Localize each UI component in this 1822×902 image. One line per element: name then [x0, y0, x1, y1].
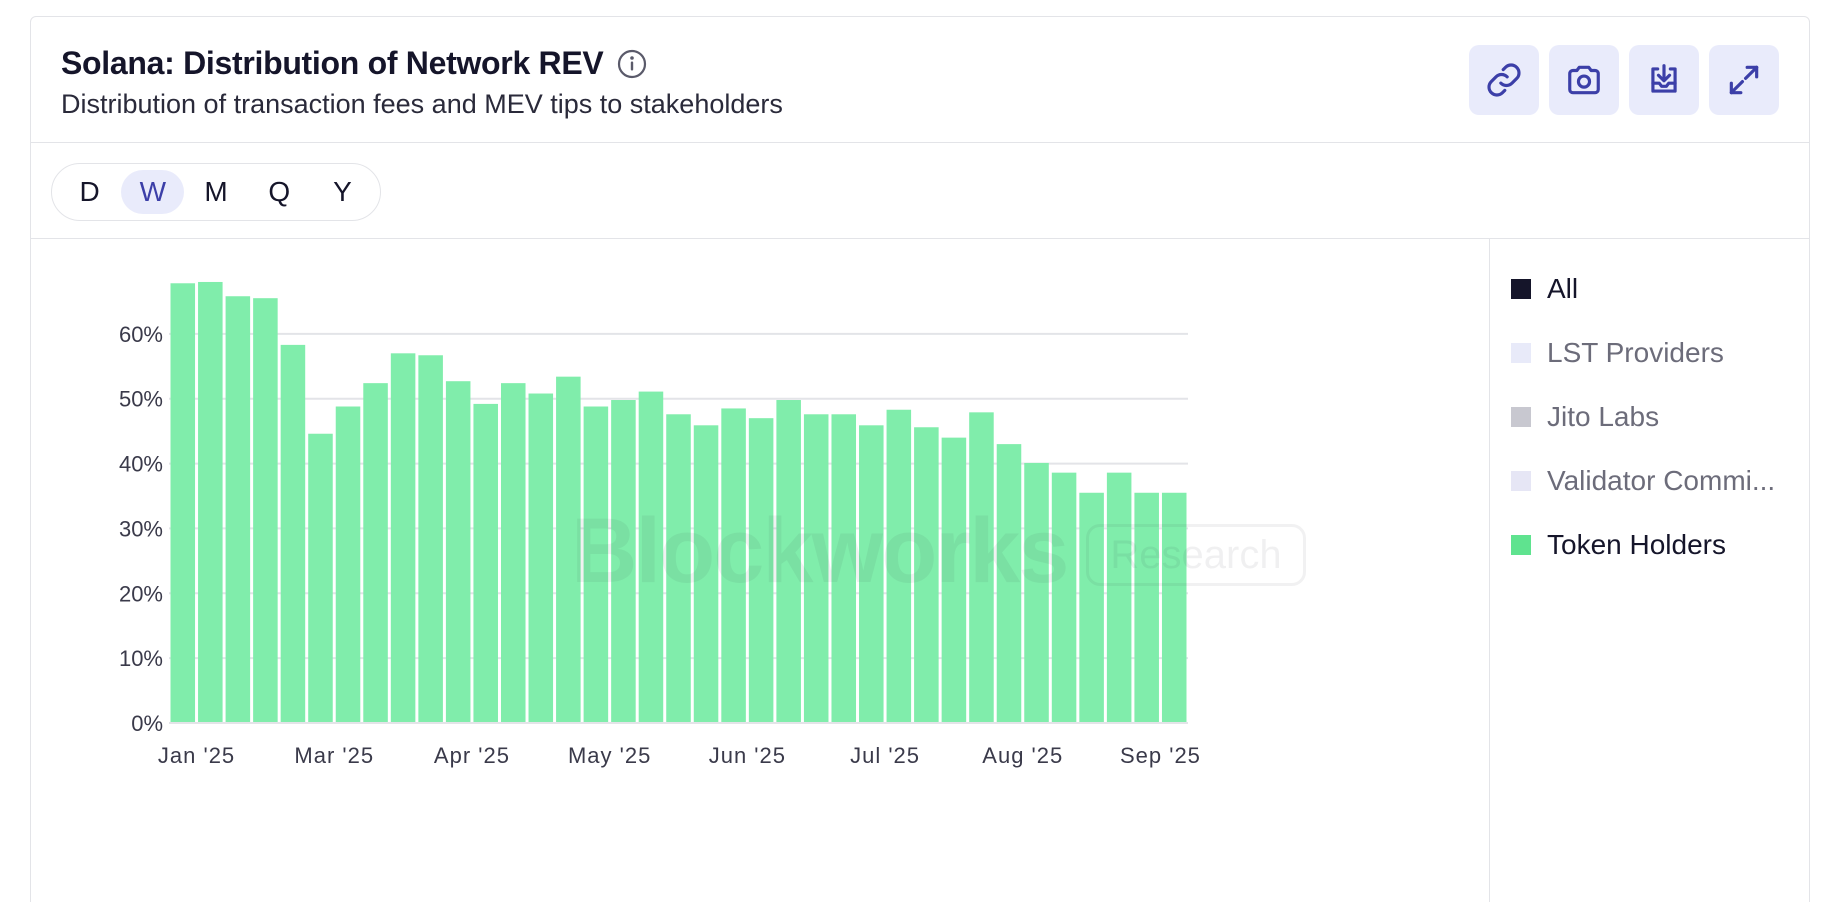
legend-item-validator-commission[interactable]: Validator Commi...	[1511, 449, 1811, 513]
copy-link-button[interactable]	[1469, 45, 1539, 115]
chart-title: Solana: Distribution of Network REV	[61, 45, 604, 81]
period-week-button[interactable]: W	[121, 170, 185, 214]
bar	[666, 414, 691, 723]
y-tick-label: 20%	[119, 581, 163, 606]
bar-chart: 0% 10% 20% 30% 40% 50% 60% Jan '25 Mar '25 Apr '2…	[119, 281, 1201, 768]
bar	[721, 408, 746, 723]
y-tick-label: 10%	[119, 646, 163, 671]
expand-icon	[1729, 65, 1759, 95]
legend-label: LST Providers	[1547, 337, 1724, 368]
bar	[611, 400, 636, 723]
period-selector: D W M Q Y	[51, 163, 381, 221]
bar	[225, 296, 251, 723]
bar	[1079, 492, 1104, 723]
legend-swatch	[1511, 279, 1531, 299]
chart-card: Solana: Distribution of Network REV Dist…	[30, 16, 1810, 902]
legend-swatch	[1511, 407, 1531, 427]
bar	[1051, 472, 1077, 723]
x-tick-label: May '25	[568, 743, 651, 768]
bar	[308, 433, 333, 723]
bar	[253, 298, 278, 723]
y-tick-label: 0%	[131, 711, 163, 736]
legend-swatch	[1511, 343, 1531, 363]
bar	[776, 400, 801, 723]
x-tick-label: Aug '25	[982, 743, 1063, 768]
x-tick-label: Jul '25	[850, 743, 920, 768]
bar	[693, 425, 719, 723]
card-header: Solana: Distribution of Network REV Dist…	[31, 17, 1809, 143]
bar	[941, 437, 967, 723]
bar	[1024, 462, 1049, 723]
bar	[473, 403, 498, 723]
bar	[528, 393, 554, 723]
bar	[1161, 492, 1187, 723]
chart-area: 0% 10% 20% 30% 40% 50% 60% Jan '25 Mar '25 Apr '2…	[31, 239, 1490, 902]
info-icon[interactable]	[617, 49, 647, 79]
period-month-button[interactable]: M	[204, 176, 228, 207]
bar	[859, 425, 884, 723]
bar	[914, 427, 939, 723]
bar	[803, 414, 829, 723]
bar	[969, 412, 994, 723]
bar	[390, 353, 416, 723]
x-tick-label: Apr '25	[434, 743, 510, 768]
bar	[996, 444, 1022, 723]
bar	[418, 355, 443, 723]
legend-item-lst-providers[interactable]: LST Providers	[1511, 321, 1811, 385]
bar	[445, 381, 471, 723]
legend-label: Jito Labs	[1547, 401, 1660, 432]
x-tick-label: Mar '25	[294, 743, 374, 768]
x-tick-label: Sep '25	[1120, 743, 1201, 768]
chart-legend: All LST Providers Jito Labs Validator Co…	[1511, 257, 1811, 577]
period-quarter-button[interactable]: Q	[268, 176, 291, 207]
chart-subtitle: Distribution of transaction fees and MEV…	[61, 89, 783, 119]
legend-item-all[interactable]: All	[1511, 257, 1811, 321]
camera-icon	[1568, 65, 1600, 95]
legend-item-token-holders[interactable]: Token Holders	[1511, 513, 1811, 577]
bar	[1134, 492, 1159, 723]
legend-item-jito-labs[interactable]: Jito Labs	[1511, 385, 1811, 449]
y-tick-label: 30%	[119, 516, 163, 541]
bar	[583, 406, 609, 723]
bar	[886, 409, 912, 723]
bar	[198, 281, 223, 723]
legend-label: Validator Commi...	[1547, 465, 1776, 496]
period-bar: D W M Q Y	[31, 143, 1809, 239]
y-tick-label: 60%	[119, 322, 163, 347]
bar	[638, 391, 664, 723]
period-day-button[interactable]: D	[79, 176, 100, 207]
period-year-button[interactable]: Y	[333, 176, 352, 207]
y-tick-label: 50%	[119, 387, 163, 412]
bar	[748, 418, 774, 723]
y-tick-label: 40%	[119, 452, 163, 477]
legend-swatch	[1511, 471, 1531, 491]
bar	[363, 383, 388, 723]
download-icon	[1651, 64, 1677, 93]
title-row: Solana: Distribution of Network REV	[61, 45, 647, 82]
x-tick-label: Jan '25	[158, 743, 235, 768]
screenshot-button[interactable]	[1549, 45, 1619, 115]
legend-label: All	[1547, 273, 1579, 304]
bar	[1106, 472, 1132, 723]
legend-swatch	[1511, 535, 1531, 555]
bar	[556, 376, 581, 723]
bar	[500, 383, 526, 723]
expand-button[interactable]	[1709, 45, 1779, 115]
bar	[280, 344, 306, 723]
download-button[interactable]	[1629, 45, 1699, 115]
bar	[831, 414, 857, 723]
chart-toolbar	[1469, 45, 1779, 115]
bar	[335, 406, 361, 723]
legend-label: Token Holders	[1547, 529, 1726, 560]
link-icon	[1487, 63, 1521, 97]
x-tick-label: Jun '25	[709, 743, 786, 768]
bar	[170, 283, 196, 723]
